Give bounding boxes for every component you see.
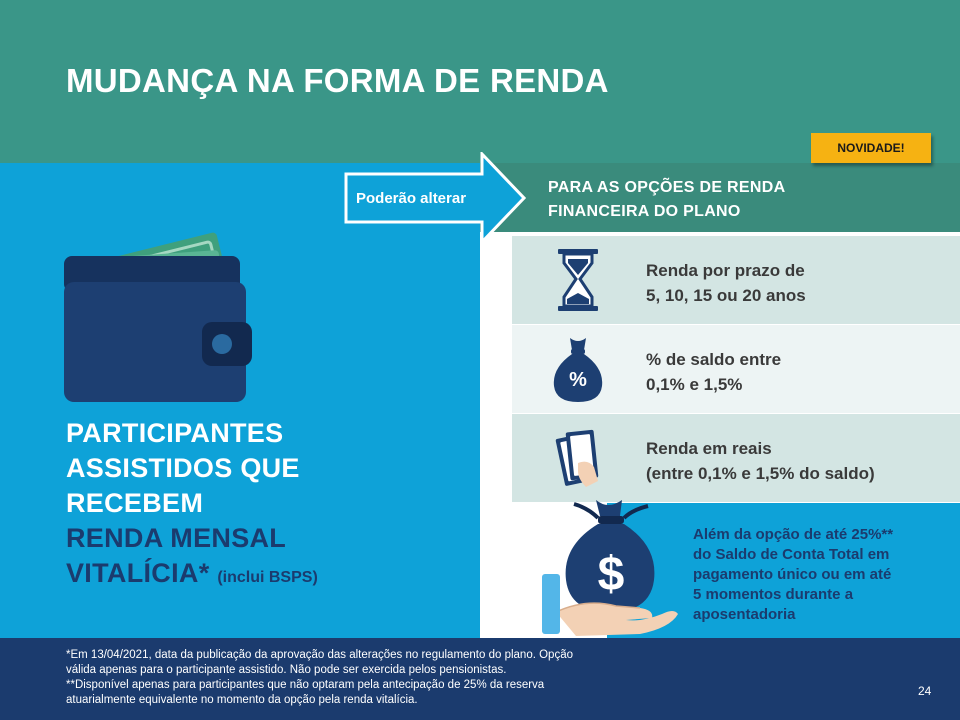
extra-line: pagamento único ou em até xyxy=(693,566,892,583)
option-line: 0,1% e 1,5% xyxy=(646,375,743,394)
footnote-line: *Em 13/04/2021, data da publicação da ap… xyxy=(66,649,573,661)
participants-note: (inclui BSPS) xyxy=(217,569,318,586)
option-line: 5, 10, 15 ou 20 anos xyxy=(646,286,806,305)
header-band xyxy=(0,0,960,163)
options-heading-line: FINANCEIRA DO PLANO xyxy=(548,203,741,220)
footer-band xyxy=(0,638,960,720)
options-heading: PARA AS OPÇÕES DE RENDA FINANCEIRA DO PL… xyxy=(548,176,785,224)
percent-bag-icon: % xyxy=(553,338,603,402)
footnote-line: atuarialmente equivalente no momento da … xyxy=(66,694,418,706)
footnote: *Em 13/04/2021, data da publicação da ap… xyxy=(66,648,646,708)
option-row: Renda por prazo de 5, 10, 15 ou 20 anos xyxy=(512,236,960,324)
options-heading-line: PARA AS OPÇÕES DE RENDA xyxy=(548,179,786,196)
novidade-badge: NOVIDADE! xyxy=(811,133,931,163)
participants-line: RECEBEM xyxy=(66,488,204,518)
participants-line: ASSISTIDOS QUE xyxy=(66,453,300,483)
hourglass-icon xyxy=(558,249,598,311)
participants-line: VITALÍCIA* xyxy=(66,558,210,588)
wallet-icon xyxy=(64,232,252,402)
option-line: Renda em reais xyxy=(646,439,772,458)
page-title: MUDANÇA NA FORMA DE RENDA xyxy=(66,62,609,99)
option-text: Renda em reais (entre 0,1% e 1,5% do sal… xyxy=(646,436,875,486)
participants-text: PARTICIPANTES ASSISTIDOS QUE RECEBEM REN… xyxy=(66,416,318,595)
option-row: Renda em reais (entre 0,1% e 1,5% do sal… xyxy=(512,414,960,502)
money-bag-hand-icon: $ xyxy=(542,500,678,636)
cash-hand-icon xyxy=(555,429,599,487)
extra-text: Além da opção de até 25%** do Saldo de C… xyxy=(693,525,893,625)
option-line: % de saldo entre xyxy=(646,350,782,369)
extra-line: aposentadoria xyxy=(693,606,796,623)
participants-line-last: VITALÍCIA* (inclui BSPS) xyxy=(66,556,318,595)
arrow-shape xyxy=(344,152,526,244)
option-line: Renda por prazo de xyxy=(646,261,805,280)
footnote-line: válida apenas para o participante assist… xyxy=(66,664,507,676)
participants-line: RENDA MENSAL xyxy=(66,523,287,553)
footnote-line: **Disponível apenas para participantes q… xyxy=(66,679,545,691)
option-text: Renda por prazo de 5, 10, 15 ou 20 anos xyxy=(646,258,806,308)
extra-line: 5 momentos durante a xyxy=(693,586,854,603)
svg-text:%: % xyxy=(569,369,587,391)
svg-text:$: $ xyxy=(598,548,625,601)
page-number: 24 xyxy=(918,684,932,698)
arrow-label: Poderão alterar xyxy=(356,190,467,207)
option-text: % de saldo entre 0,1% e 1,5% xyxy=(646,347,781,397)
option-row: % % de saldo entre 0,1% e 1,5% xyxy=(512,325,960,413)
extra-line: do Saldo de Conta Total em xyxy=(693,546,890,563)
option-line: (entre 0,1% e 1,5% do saldo) xyxy=(646,464,875,483)
options-heading-band xyxy=(480,163,960,232)
participants-line: PARTICIPANTES xyxy=(66,418,284,448)
extra-line: Além da opção de até 25%** xyxy=(693,526,894,543)
